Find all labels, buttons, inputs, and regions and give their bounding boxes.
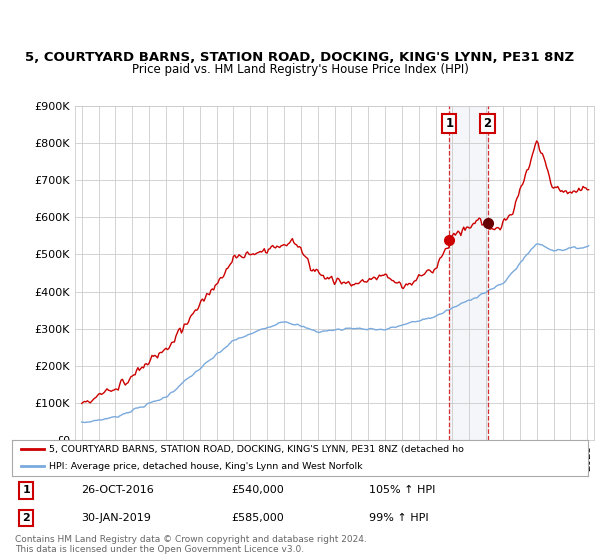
Text: 105% ↑ HPI: 105% ↑ HPI [369, 486, 436, 496]
Text: £585,000: £585,000 [231, 513, 284, 523]
Text: £540,000: £540,000 [231, 486, 284, 496]
Text: 2: 2 [23, 513, 30, 523]
Text: 1: 1 [23, 486, 30, 496]
Text: 30-JAN-2019: 30-JAN-2019 [81, 513, 151, 523]
Text: 5, COURTYARD BARNS, STATION ROAD, DOCKING, KING'S LYNN, PE31 8NZ (detached ho: 5, COURTYARD BARNS, STATION ROAD, DOCKIN… [49, 445, 464, 454]
Text: HPI: Average price, detached house, King's Lynn and West Norfolk: HPI: Average price, detached house, King… [49, 461, 363, 470]
Text: Contains HM Land Registry data © Crown copyright and database right 2024.
This d: Contains HM Land Registry data © Crown c… [15, 535, 367, 554]
Text: Price paid vs. HM Land Registry's House Price Index (HPI): Price paid vs. HM Land Registry's House … [131, 63, 469, 77]
Text: 5, COURTYARD BARNS, STATION ROAD, DOCKING, KING'S LYNN, PE31 8NZ: 5, COURTYARD BARNS, STATION ROAD, DOCKIN… [25, 50, 575, 64]
Text: 26-OCT-2016: 26-OCT-2016 [81, 486, 154, 496]
Text: 99% ↑ HPI: 99% ↑ HPI [369, 513, 429, 523]
Text: 2: 2 [484, 116, 491, 129]
Text: 1: 1 [445, 116, 454, 129]
Bar [449, 106, 488, 440]
